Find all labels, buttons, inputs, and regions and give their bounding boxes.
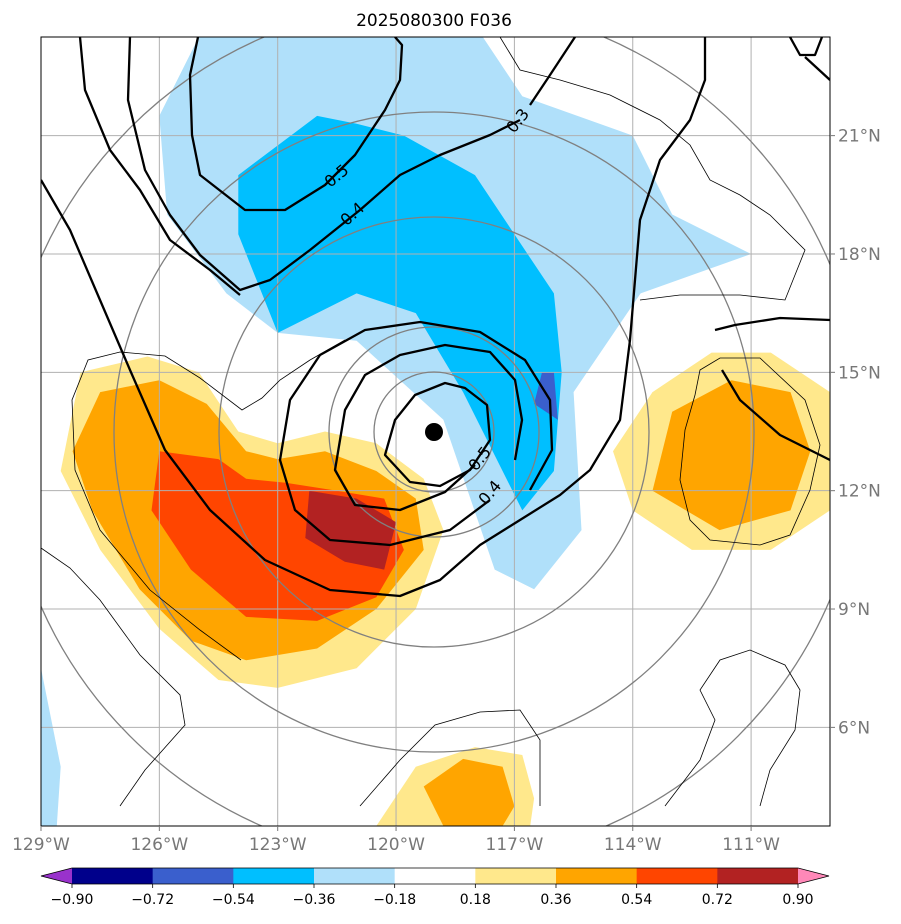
lat-lon-grid xyxy=(41,37,830,826)
colorbar-label: −0.18 xyxy=(373,892,416,908)
colorbar-label: −0.90 xyxy=(51,892,94,908)
filled-region xyxy=(423,758,515,826)
colorbar-extend-min xyxy=(41,868,72,884)
y-tick-label: 21°N xyxy=(838,127,881,147)
y-axis: 6°N 9°N 12°N 15°N 18°N 21°N xyxy=(830,127,881,738)
colorbar-extend-max xyxy=(798,868,829,884)
bold-contour-ne xyxy=(788,37,830,81)
bold-contour-0.3-upper xyxy=(529,37,576,106)
bold-contour-0.5-lower xyxy=(333,343,524,512)
colorbar-segment xyxy=(314,868,396,884)
range-ring xyxy=(373,371,495,493)
bold-contour-0.3 xyxy=(78,37,241,296)
colorbar-label: 0.36 xyxy=(540,892,571,908)
bold-contour-lines xyxy=(41,37,830,598)
bold-contour-0.5 xyxy=(188,37,404,212)
filled-region xyxy=(238,115,562,511)
bold-contour-inner xyxy=(383,381,492,488)
y-tick-label: 15°N xyxy=(838,363,881,383)
colorbar-label: −0.72 xyxy=(131,892,174,908)
colorbar-segment xyxy=(556,868,638,884)
y-tick-label: 12°N xyxy=(838,482,881,502)
x-tick-label: 111°W xyxy=(722,835,780,855)
colorbar-label: −0.54 xyxy=(212,892,255,908)
colorbar-segment xyxy=(152,868,234,884)
bold-contour-0.4-lower xyxy=(278,320,554,547)
map-frame xyxy=(40,36,831,827)
colorbar-label: 0.72 xyxy=(702,892,733,908)
colorbar-segment xyxy=(717,868,799,884)
bold-contour-east xyxy=(714,316,830,332)
x-tick-label: 129°W xyxy=(12,835,70,855)
range-ring xyxy=(218,216,650,648)
filled-region xyxy=(613,648,791,826)
x-tick-label: 117°W xyxy=(486,835,544,855)
thin-contour xyxy=(71,339,346,661)
colorbar-label: 0.90 xyxy=(782,892,813,908)
y-tick-label: 9°N xyxy=(838,600,870,620)
range-rings xyxy=(41,37,830,826)
colorbar-label: 0.18 xyxy=(460,892,491,908)
colorbar-label: −0.36 xyxy=(293,892,336,908)
colorbar-segment xyxy=(72,868,154,884)
thin-contour xyxy=(679,357,821,546)
x-tick-label: 126°W xyxy=(130,835,188,855)
thin-contour xyxy=(664,649,801,807)
chart-title: 2025080300 F036 xyxy=(356,11,512,31)
x-tick-label: 114°W xyxy=(604,835,662,855)
thin-contour xyxy=(359,709,541,807)
x-axis: 129°W 126°W 123°W 120°W 117°W 114°W 111°W xyxy=(12,826,780,855)
colorbar-segment xyxy=(233,868,315,884)
colorbar-segment xyxy=(475,868,557,884)
thin-contour-lines xyxy=(41,37,821,807)
bold-contour-0.4 xyxy=(126,37,521,292)
colorbar-segment xyxy=(636,868,718,884)
colorbar-segment xyxy=(394,868,476,884)
range-ring xyxy=(328,326,540,538)
filled-region xyxy=(41,648,180,826)
bold-contour-east-2 xyxy=(721,369,830,462)
filled-region xyxy=(652,380,811,531)
y-tick-label: 6°N xyxy=(838,718,870,738)
filled-region xyxy=(305,490,397,570)
colorbar-label: 0.54 xyxy=(621,892,652,908)
x-tick-label: 120°W xyxy=(367,835,425,855)
thin-contour xyxy=(499,37,806,301)
bold-contour-0.3-lower xyxy=(41,37,707,598)
map-panel: 0.5 0.4 0.3 0.5 0.4 xyxy=(41,37,830,826)
range-ring xyxy=(113,111,755,753)
y-tick-label: 18°N xyxy=(838,245,881,265)
filled-region xyxy=(41,668,61,826)
thin-contour xyxy=(41,547,186,807)
storm-center-marker xyxy=(425,423,443,441)
colorbar: −0.90 −0.72 −0.54 −0.36 −0.18 0.18 0.36 0.54 0.7… xyxy=(40,867,830,908)
x-tick-label: 123°W xyxy=(249,835,307,855)
